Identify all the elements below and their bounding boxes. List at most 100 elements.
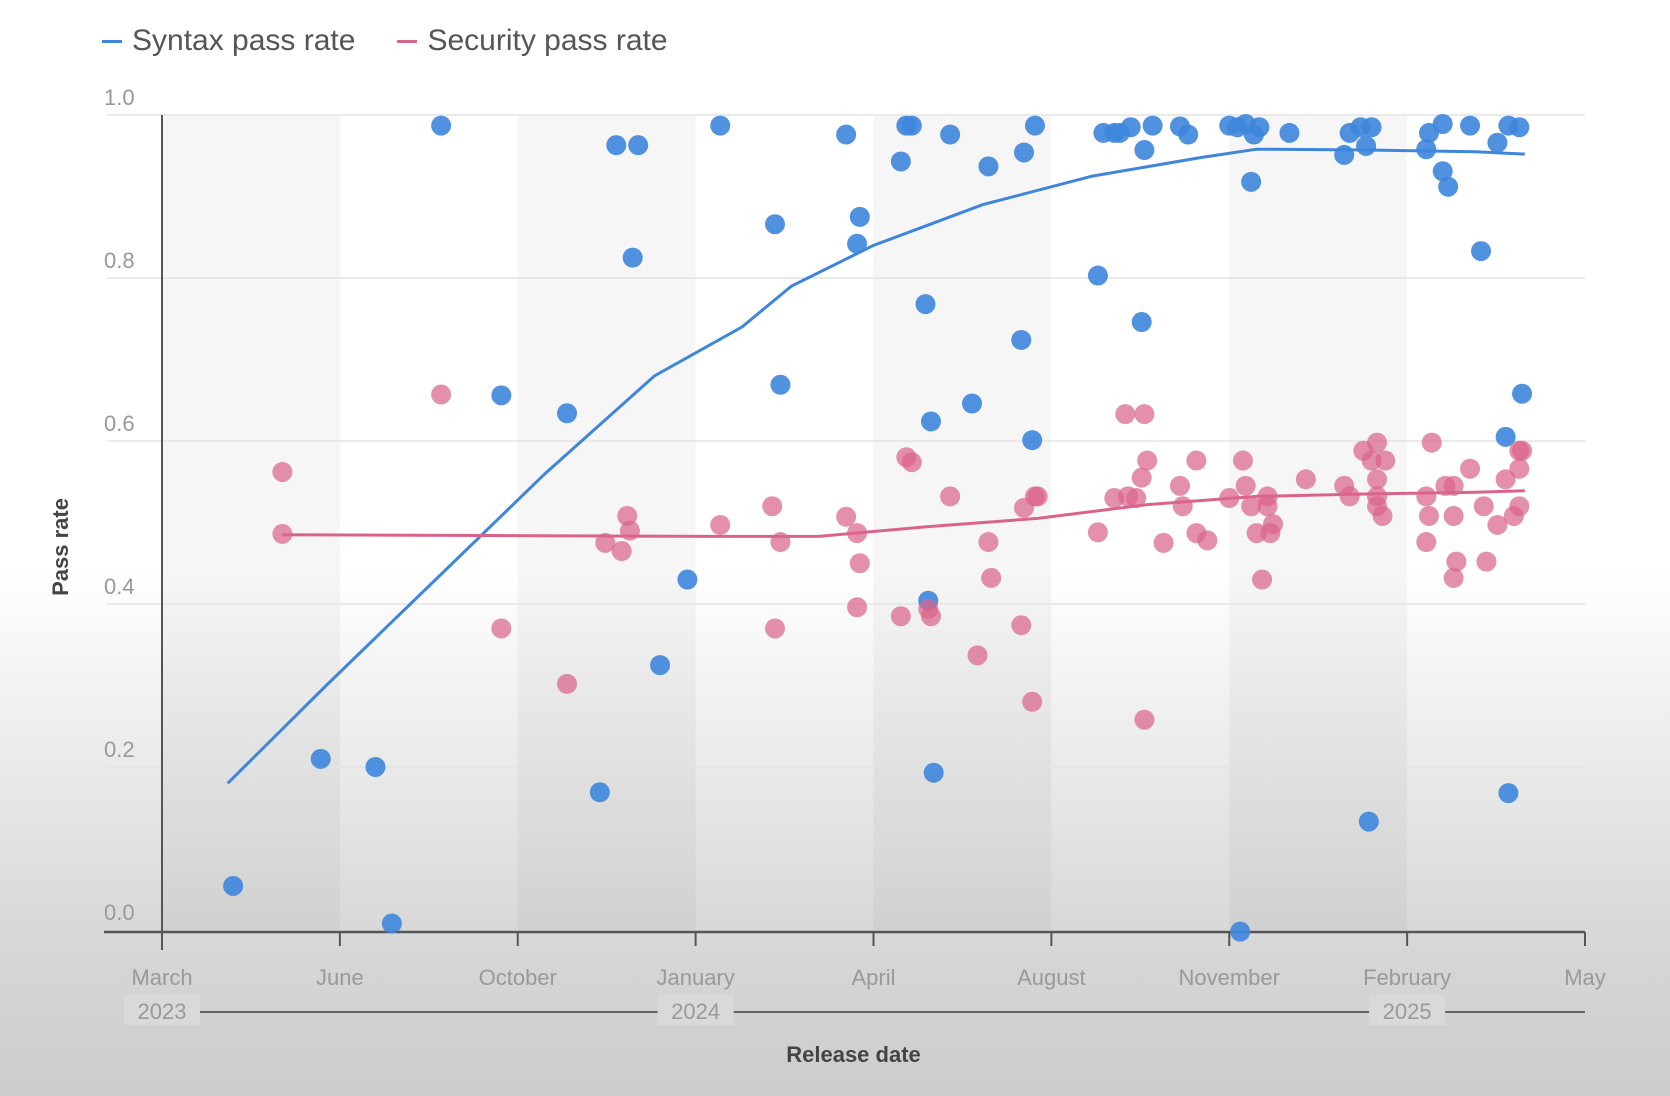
data-point-security [1476, 551, 1497, 572]
legend-swatch-security [397, 39, 418, 43]
data-point-security [940, 486, 961, 507]
data-point-syntax [1120, 117, 1141, 138]
x-tick-label: November [1179, 965, 1280, 990]
data-point-security [619, 520, 640, 541]
data-point-syntax [622, 247, 643, 268]
data-point-security [1446, 551, 1467, 572]
y-tick-label: 0.0 [104, 900, 135, 925]
data-point-security [836, 506, 857, 527]
data-point-syntax [589, 782, 610, 803]
data-point-security [1419, 505, 1440, 526]
data-point-syntax [381, 913, 402, 934]
data-point-security [1339, 486, 1360, 507]
data-point-security [1443, 505, 1464, 526]
data-point-security [1087, 522, 1108, 543]
data-point-syntax [923, 762, 944, 783]
data-point-security [1509, 496, 1530, 517]
data-point-security [1115, 404, 1136, 425]
data-point-security [1186, 450, 1207, 471]
data-point-security [847, 597, 868, 618]
data-point-security [1153, 532, 1174, 553]
data-point-syntax [431, 115, 452, 136]
data-point-security [920, 606, 941, 627]
data-point-security [1263, 514, 1284, 535]
data-point-syntax [1471, 241, 1492, 262]
data-point-security [1022, 691, 1043, 712]
data-point-security [1232, 450, 1253, 471]
data-point-syntax [920, 411, 941, 432]
data-point-syntax [770, 374, 791, 395]
data-point-security [272, 461, 293, 482]
data-point-syntax [1249, 117, 1270, 138]
data-point-security [1473, 496, 1494, 517]
data-point-syntax [962, 393, 983, 414]
data-point-syntax [628, 135, 649, 156]
data-point-security [1027, 486, 1048, 507]
legend: Syntax pass rate Security pass rate [102, 24, 668, 58]
data-point-syntax [836, 124, 857, 145]
data-point-security [272, 523, 293, 544]
data-point-security [1169, 475, 1190, 496]
data-point-security [1509, 458, 1530, 479]
legend-item-security[interactable]: Security pass rate [397, 24, 668, 58]
data-point-security [1134, 404, 1155, 425]
data-point-security [849, 553, 870, 574]
legend-item-syntax[interactable]: Syntax pass rate [102, 24, 355, 58]
data-point-syntax [1356, 135, 1377, 156]
data-point-security [1512, 440, 1533, 461]
data-point-syntax [1024, 115, 1045, 136]
x-tick-label: April [851, 965, 895, 990]
x-tick-label: August [1017, 965, 1086, 990]
y-tick-label: 0.2 [104, 737, 135, 762]
data-point-security [491, 618, 512, 639]
data-point-syntax [1087, 265, 1108, 286]
data-point-syntax [1358, 811, 1379, 832]
data-points [223, 113, 1533, 942]
data-point-security [1361, 450, 1382, 471]
data-point-security [1495, 469, 1516, 490]
data-point-security [1372, 505, 1393, 526]
trend-line-syntax [226, 147, 1525, 785]
year-label: 2024 [671, 999, 720, 1024]
data-point-security [1131, 467, 1152, 488]
year-label-bg [1369, 995, 1446, 1025]
data-point-syntax [901, 115, 922, 136]
y-tick-label: 1.0 [104, 85, 135, 110]
x-axis-title: Release date [786, 1042, 921, 1067]
data-point-security [901, 452, 922, 473]
axes [104, 115, 1586, 1013]
data-point-security [890, 606, 911, 627]
gridlines [107, 114, 1585, 768]
data-point-syntax [1241, 171, 1262, 192]
data-point-security [1252, 569, 1273, 590]
data-point-syntax [915, 294, 936, 315]
data-point-syntax [1509, 117, 1530, 138]
data-point-syntax [310, 748, 331, 769]
x-tick-label: February [1363, 965, 1451, 990]
data-point-syntax [1460, 115, 1481, 136]
data-point-security [1241, 496, 1262, 517]
data-point-syntax [710, 115, 731, 136]
legend-label-security: Security pass rate [427, 24, 668, 57]
data-point-security [1257, 496, 1278, 517]
data-point-security [770, 532, 791, 553]
data-point-syntax [606, 135, 627, 156]
data-point-syntax [849, 206, 870, 227]
data-point-syntax [1334, 144, 1355, 165]
data-point-security [1367, 432, 1388, 453]
data-point-syntax [650, 655, 671, 676]
data-point-syntax [1512, 383, 1533, 404]
data-point-security [611, 541, 632, 562]
data-point-security [1375, 450, 1396, 471]
data-point-security [1295, 469, 1316, 490]
data-point-security [978, 532, 999, 553]
data-point-security [1421, 432, 1442, 453]
year-label: 2023 [138, 999, 187, 1024]
data-point-security [1367, 469, 1388, 490]
data-point-syntax [1134, 140, 1155, 161]
data-point-security [967, 645, 988, 666]
data-point-security [1443, 475, 1464, 496]
data-point-syntax [1178, 124, 1199, 145]
data-point-syntax [677, 569, 698, 590]
